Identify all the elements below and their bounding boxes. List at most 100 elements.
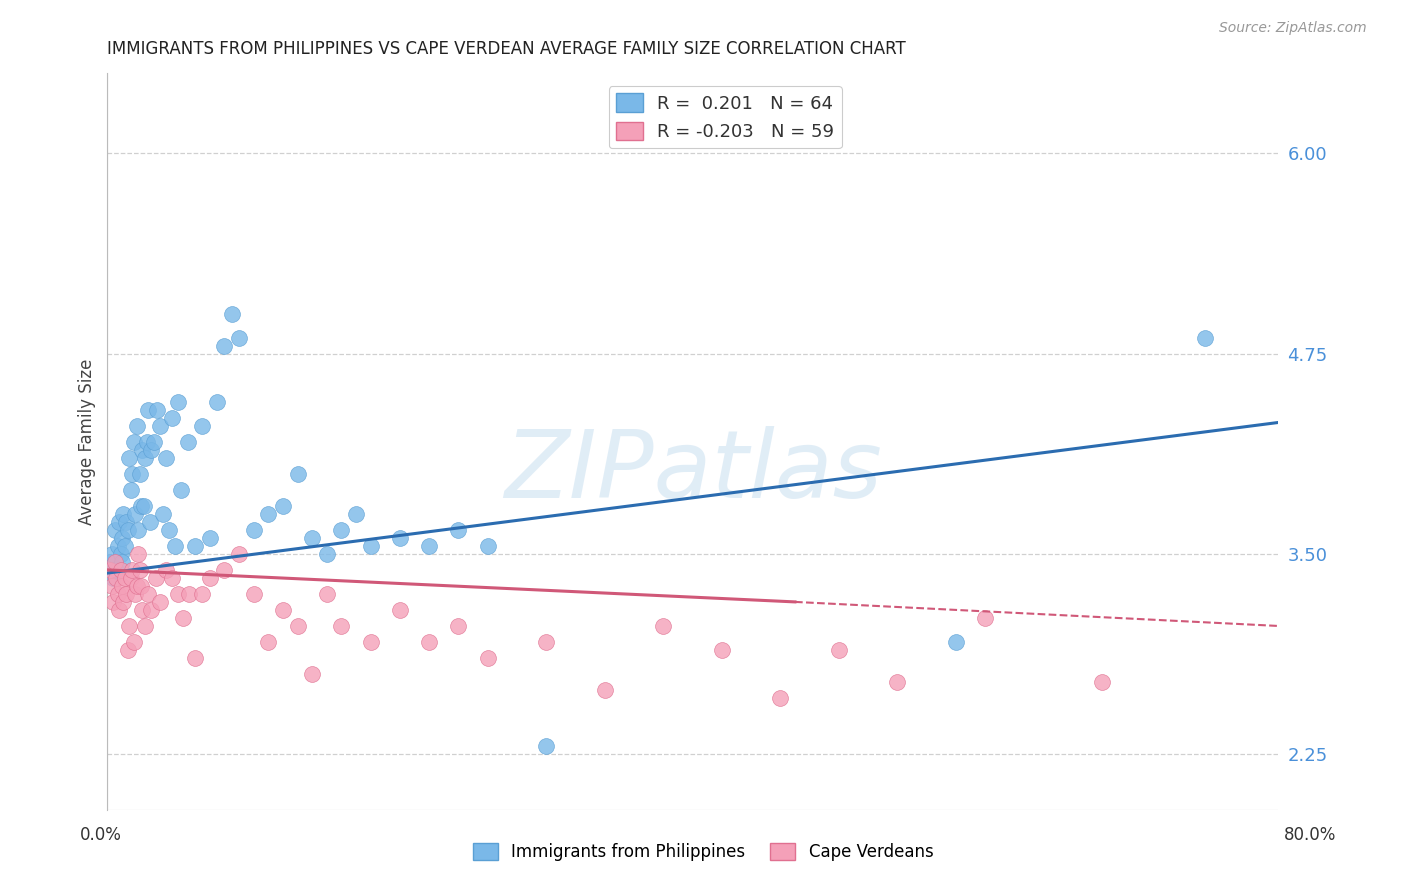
Point <box>652 619 675 633</box>
Point <box>108 515 131 529</box>
Point <box>107 587 129 601</box>
Legend: R =  0.201   N = 64, R = -0.203   N = 59: R = 0.201 N = 64, R = -0.203 N = 59 <box>609 87 842 148</box>
Point <box>330 523 353 537</box>
Point <box>257 507 280 521</box>
Point <box>143 434 166 449</box>
Point <box>166 587 188 601</box>
Point <box>112 507 135 521</box>
Point <box>125 418 148 433</box>
Point <box>108 603 131 617</box>
Point <box>124 507 146 521</box>
Point <box>945 635 967 649</box>
Point <box>157 523 180 537</box>
Point <box>315 587 337 601</box>
Point <box>122 434 145 449</box>
Point <box>118 619 141 633</box>
Point <box>301 667 323 681</box>
Point <box>184 651 207 665</box>
Point <box>114 571 136 585</box>
Point <box>886 675 908 690</box>
Y-axis label: Average Family Size: Average Family Size <box>79 359 96 525</box>
Point <box>134 450 156 465</box>
Point <box>184 539 207 553</box>
Point <box>115 587 138 601</box>
Point <box>214 563 236 577</box>
Point <box>418 539 440 553</box>
Point <box>111 579 134 593</box>
Point <box>128 467 150 481</box>
Text: IMMIGRANTS FROM PHILIPPINES VS CAPE VERDEAN AVERAGE FAMILY SIZE CORRELATION CHAR: IMMIGRANTS FROM PHILIPPINES VS CAPE VERD… <box>107 40 905 58</box>
Point <box>160 410 183 425</box>
Point <box>104 523 127 537</box>
Point <box>198 571 221 585</box>
Point <box>242 587 264 601</box>
Text: ZIPatlas: ZIPatlas <box>503 425 882 516</box>
Point <box>536 739 558 753</box>
Point <box>593 683 616 698</box>
Point <box>141 442 163 457</box>
Point <box>191 587 214 601</box>
Point <box>103 595 125 609</box>
Point <box>169 483 191 497</box>
Point <box>100 579 122 593</box>
Point <box>360 635 382 649</box>
Point <box>134 619 156 633</box>
Point <box>114 539 136 553</box>
Point <box>131 603 153 617</box>
Point <box>117 523 139 537</box>
Point <box>149 418 172 433</box>
Point <box>112 595 135 609</box>
Point <box>536 635 558 649</box>
Point <box>1194 331 1216 345</box>
Point <box>163 539 186 553</box>
Point <box>179 587 201 601</box>
Point <box>122 635 145 649</box>
Point <box>228 547 250 561</box>
Point <box>191 418 214 433</box>
Point <box>103 571 125 585</box>
Point <box>135 434 157 449</box>
Point <box>344 507 367 521</box>
Point <box>105 571 128 585</box>
Point <box>287 619 309 633</box>
Point <box>124 587 146 601</box>
Point <box>138 402 160 417</box>
Point <box>141 603 163 617</box>
Point <box>121 467 143 481</box>
Point <box>301 531 323 545</box>
Point <box>172 611 194 625</box>
Point <box>117 643 139 657</box>
Point <box>115 515 138 529</box>
Point <box>330 619 353 633</box>
Point <box>107 539 129 553</box>
Point <box>127 547 149 561</box>
Point <box>214 339 236 353</box>
Point <box>132 499 155 513</box>
Point <box>100 547 122 561</box>
Point <box>152 507 174 521</box>
Point <box>120 483 142 497</box>
Point <box>129 499 152 513</box>
Point <box>221 307 243 321</box>
Point <box>242 523 264 537</box>
Point <box>118 450 141 465</box>
Point <box>110 563 132 577</box>
Point <box>121 563 143 577</box>
Point <box>120 571 142 585</box>
Point <box>477 539 499 553</box>
Point <box>388 531 411 545</box>
Point <box>104 555 127 569</box>
Point <box>139 515 162 529</box>
Point <box>205 394 228 409</box>
Point <box>477 651 499 665</box>
Point <box>111 555 134 569</box>
Point <box>447 619 470 633</box>
Point <box>149 595 172 609</box>
Point <box>271 603 294 617</box>
Point <box>155 563 177 577</box>
Point <box>129 579 152 593</box>
Point <box>131 442 153 457</box>
Point <box>257 635 280 649</box>
Point <box>111 531 134 545</box>
Point <box>145 571 167 585</box>
